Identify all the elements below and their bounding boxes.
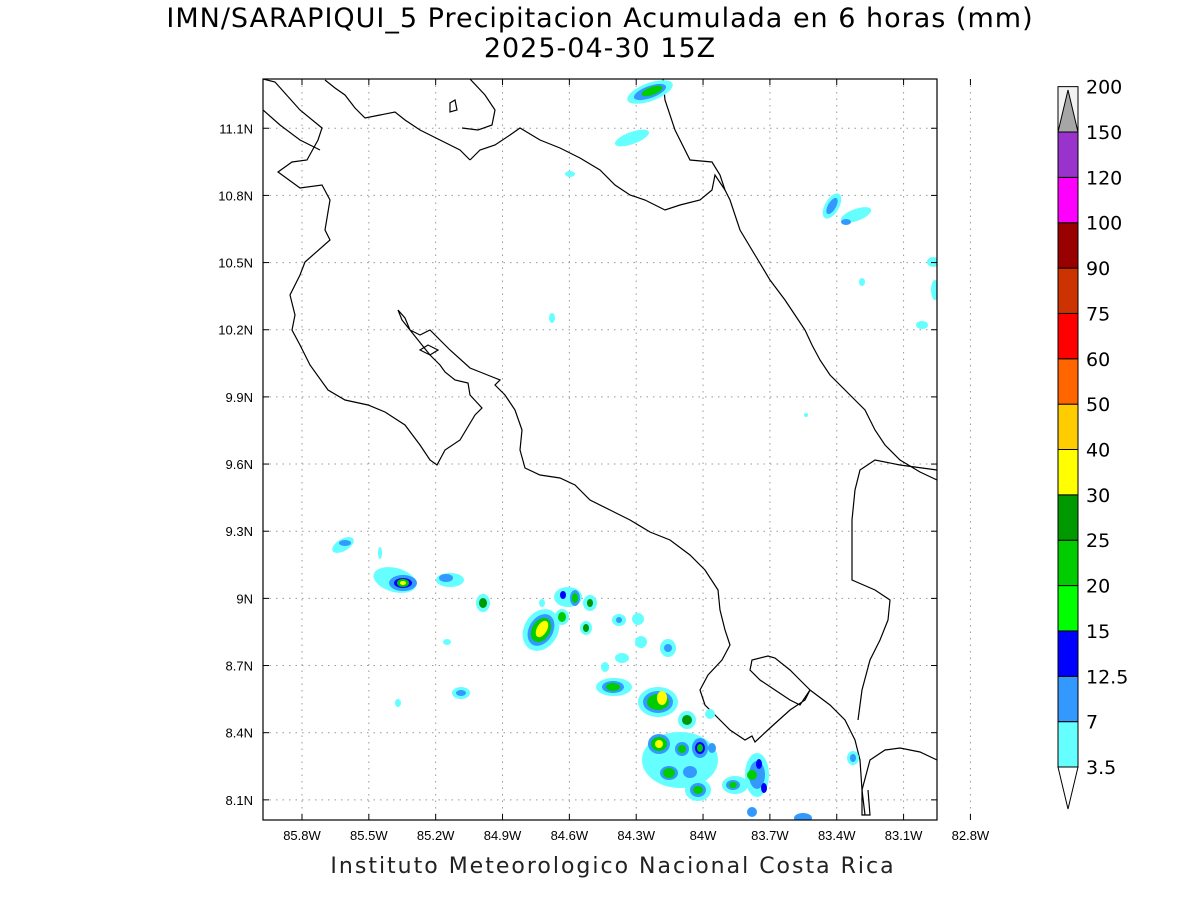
colorbar-swatch — [1057, 539, 1079, 587]
map-title: IMN/SARAPIQUI_5 Precipitacion Acumulada … — [166, 3, 1034, 34]
colorbar-label: 90 — [1086, 258, 1110, 280]
colorbar-label: 3.5 — [1086, 757, 1116, 779]
lat-tick-label: 10.2N — [218, 323, 253, 338]
lon-tick-label: 84.6W — [551, 828, 589, 843]
lat-tick-label: 9.9N — [226, 390, 253, 405]
colorbar-swatch — [1057, 675, 1079, 723]
lon-tick-label: 84.9W — [484, 828, 522, 843]
colorbar-swatch — [1057, 176, 1079, 224]
colorbar-swatch — [1057, 721, 1079, 768]
colorbar-label: 25 — [1086, 530, 1110, 552]
lon-tick-label: 83.4W — [818, 828, 856, 843]
lat-tick-label: 11.1N — [219, 121, 253, 136]
lat-tick-label: 8.1N — [226, 793, 253, 808]
colorbar-label: 7 — [1086, 712, 1098, 734]
lat-tick-label: 8.7N — [226, 659, 253, 674]
colorbar-swatch — [1057, 403, 1079, 450]
colorbar-label: 20 — [1086, 576, 1110, 598]
precipitation-contours — [332, 80, 937, 820]
colorbar-swatch — [1057, 494, 1079, 541]
colorbar-swatch — [1057, 267, 1079, 314]
colorbar-label: 75 — [1086, 303, 1110, 325]
map-frame — [262, 78, 938, 821]
lon-tick-label: 85.5W — [350, 828, 388, 843]
colorbar-swatch — [1057, 312, 1079, 360]
colorbar-label: 60 — [1086, 349, 1110, 371]
colorbar-swatch — [1057, 449, 1079, 496]
lat-tick-label: 10.8N — [218, 188, 253, 203]
colorbar-label: 12.5 — [1086, 666, 1128, 688]
colorbar-label: 30 — [1086, 485, 1110, 507]
lat-tick-label: 8.4N — [226, 726, 253, 741]
colorbar-label: 100 — [1086, 213, 1122, 235]
map-grid — [263, 79, 971, 820]
colorbar-label: 40 — [1086, 440, 1110, 462]
lat-tick-label: 10.5N — [218, 256, 253, 271]
colorbar-bottom-arrow — [1057, 766, 1079, 810]
map-subtitle-date: 2025-04-30 15Z — [483, 33, 717, 64]
coastline-borders — [263, 79, 937, 816]
colorbar-label: 50 — [1086, 394, 1110, 416]
lon-tick-label: 85.2W — [417, 828, 455, 843]
colorbar-top-arrow — [1057, 89, 1079, 133]
lon-tick-label: 84W — [690, 828, 717, 843]
colorbar-label: 15 — [1086, 621, 1110, 643]
colorbar-swatch — [1057, 585, 1079, 632]
footer-credit: Instituto Meteorologico Nacional Costa R… — [330, 854, 896, 879]
colorbar-swatch — [1057, 630, 1079, 677]
colorbar-swatch — [1057, 131, 1079, 178]
lon-tick-label: 83.1W — [885, 828, 923, 843]
lon-tick-label: 85.8W — [283, 828, 321, 843]
lon-tick-label: 84.3W — [617, 828, 655, 843]
lat-tick-label: 9.3N — [226, 524, 253, 539]
colorbar: 3.5 7 12.5 15 20 25 30 40 50 60 75 90 100 120 150 200 — [1057, 77, 1128, 810]
colorbar-label: 150 — [1086, 122, 1122, 144]
axis-ticks: 85.8W 85.5W 85.2W 84.9W 84.6W 84.3W 84W 83.7W 83… — [218, 79, 990, 843]
colorbar-swatch — [1057, 358, 1079, 405]
colorbar-label: 200 — [1086, 77, 1122, 99]
colorbar-swatch — [1057, 222, 1079, 269]
lat-tick-label: 9.6N — [226, 457, 253, 472]
lon-tick-label: 83.7W — [751, 828, 789, 843]
colorbar-label: 120 — [1086, 167, 1122, 189]
lon-tick-label: 82.8W — [952, 828, 990, 843]
lat-tick-label: 9N — [236, 591, 253, 606]
